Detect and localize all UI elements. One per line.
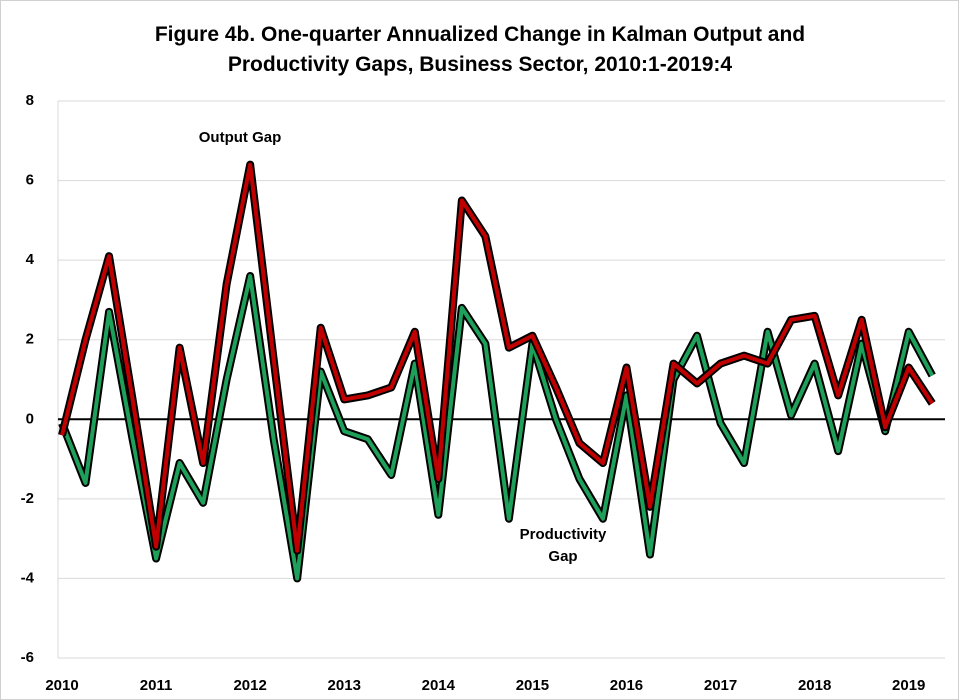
y-tick-label: 8 <box>26 92 34 109</box>
x-tick-label: 2019 <box>892 677 925 694</box>
x-tick-label: 2017 <box>704 677 737 694</box>
y-tick-label: 6 <box>26 172 34 189</box>
y-tick-label: -6 <box>21 649 34 666</box>
y-tick-label: 2 <box>26 331 34 348</box>
x-tick-label: 2015 <box>516 677 549 694</box>
y-tick-label: 0 <box>26 410 34 427</box>
y-tick-label: 4 <box>26 251 35 268</box>
x-tick-label: 2012 <box>233 677 266 694</box>
annotation: Productivity Gap <box>519 526 607 565</box>
x-tick-label: 2010 <box>45 677 78 694</box>
x-tick-label: 2018 <box>798 677 831 694</box>
x-tick-label: 2016 <box>610 677 643 694</box>
x-tick-label: 2011 <box>140 677 173 694</box>
chart-title: Figure 4b. One-quarter Annualized Change… <box>154 23 806 76</box>
y-tick-label: -4 <box>21 569 35 586</box>
series-line <box>60 274 935 581</box>
annotation: Output Gap <box>198 129 282 146</box>
x-tick-label: 2013 <box>328 677 361 694</box>
x-tick-label: 2014 <box>422 677 456 694</box>
series-line <box>60 162 934 553</box>
y-tick-label: -2 <box>21 490 34 507</box>
